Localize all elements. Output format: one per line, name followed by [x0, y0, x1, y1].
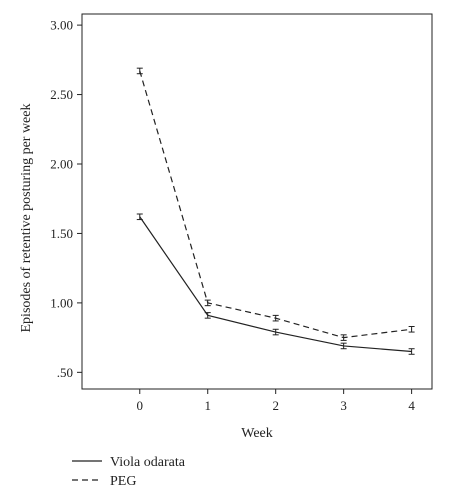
x-axis-label: Week — [241, 426, 273, 441]
data-point-viola-odarata — [340, 342, 347, 350]
y-axis-label: Episodes of retentive posturing per week — [19, 104, 34, 333]
y-tick-label: 2.50 — [50, 87, 73, 102]
y-tick-label: 2.00 — [50, 157, 73, 172]
plot-frame — [81, 13, 433, 390]
legend-label: Viola odarata — [110, 455, 186, 470]
y-tick-label: .50 — [57, 365, 73, 380]
legend: Viola odarata PEG — [72, 455, 186, 489]
series-line-peg — [139, 70, 412, 339]
series-layer — [136, 67, 415, 355]
y-tick-label: 3.00 — [50, 18, 73, 33]
x-axis: 0 1 2 3 4 — [137, 389, 415, 413]
data-point-peg — [136, 67, 143, 75]
data-point-peg — [408, 326, 415, 333]
legend-item: PEG — [72, 474, 136, 489]
legend-item: Viola odarata — [72, 455, 186, 470]
data-point-peg — [340, 334, 347, 341]
x-tick-label: 3 — [340, 398, 347, 413]
data-point-peg — [204, 299, 211, 307]
data-point-viola-odarata — [204, 312, 211, 319]
x-tick-label: 2 — [272, 398, 279, 413]
legend-label: PEG — [110, 474, 136, 489]
data-point-peg — [272, 314, 279, 322]
data-point-viola-odarata — [408, 348, 415, 355]
data-point-viola-odarata — [272, 328, 279, 336]
x-tick-label: 0 — [137, 398, 144, 413]
data-point-viola-odarata — [136, 213, 143, 221]
x-tick-label: 1 — [204, 398, 211, 413]
y-tick-label: 1.00 — [50, 295, 73, 310]
x-tick-label: 4 — [408, 398, 415, 413]
y-tick-label: 1.50 — [50, 226, 73, 241]
y-axis: .50 1.00 1.50 2.00 2.50 3.00 — [50, 18, 82, 380]
